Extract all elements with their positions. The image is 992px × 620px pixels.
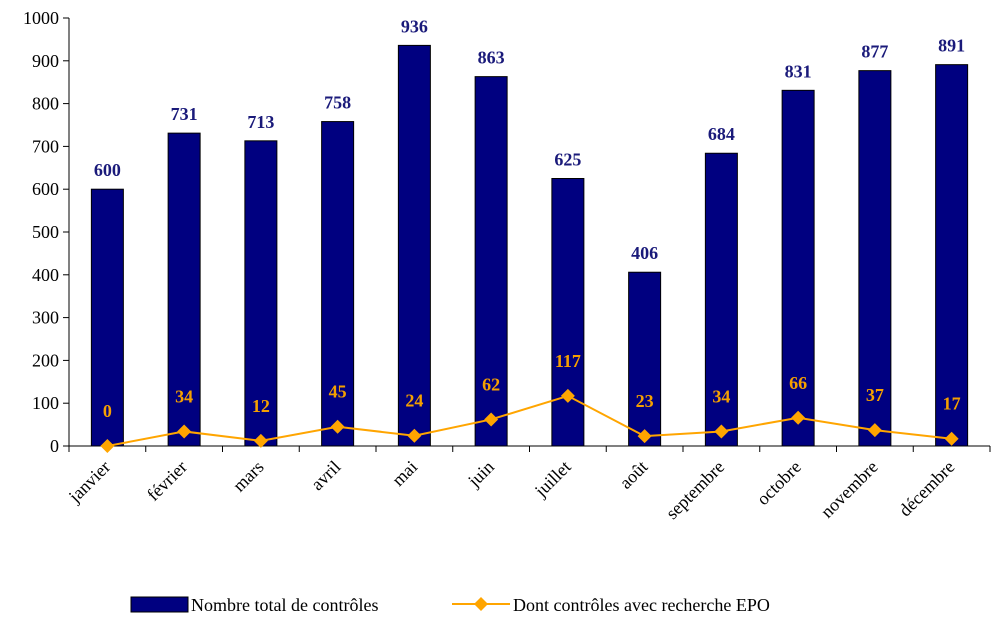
bar	[167, 132, 201, 447]
bars-layer	[90, 44, 969, 447]
epo-data-label: 117	[555, 351, 581, 371]
y-tick-label: 100	[32, 393, 59, 413]
y-tick-label: 1000	[23, 8, 59, 28]
bar	[781, 89, 815, 447]
labels-layer: 600 731 713 758 936 863 625 406 684 831 877 891 0 34 1…	[94, 16, 965, 421]
epo-point	[253, 433, 268, 448]
bar-data-label: 625	[554, 150, 581, 170]
bar	[704, 152, 738, 447]
epo-data-label: 24	[405, 391, 423, 411]
x-tick-label: septembre	[662, 457, 728, 523]
y-tick-label: 0	[50, 436, 59, 456]
legend: Nombre total de contrôles Dont contrôles…	[130, 595, 770, 615]
epo-point	[791, 410, 806, 425]
epo-point	[407, 428, 422, 443]
epo-data-label: 23	[636, 391, 654, 411]
bar-data-label: 713	[247, 112, 274, 132]
y-tick-label: 300	[32, 308, 59, 328]
epo-point	[100, 439, 115, 453]
epo-series-line	[107, 394, 952, 447]
epo-point	[484, 412, 499, 427]
x-tick-label: mars	[229, 457, 268, 496]
epo-data-label: 66	[789, 373, 807, 393]
epo-data-label: 37	[866, 385, 884, 405]
bar	[90, 188, 124, 447]
epo-point	[330, 419, 345, 434]
x-tick-label: avril	[307, 457, 344, 494]
bar-data-label: 863	[478, 48, 505, 68]
x-tick-label: mai	[388, 457, 421, 490]
bar	[551, 178, 585, 447]
legend-marker-epo	[474, 597, 488, 611]
bar	[935, 64, 969, 447]
x-tick-label: août	[615, 457, 651, 493]
line-layer	[100, 388, 959, 453]
y-tick-label: 800	[32, 94, 59, 114]
bar-data-label: 891	[938, 36, 965, 56]
legend-label-epo: Dont contrôles avec recherche EPO	[513, 595, 770, 615]
bar-data-label: 936	[401, 16, 428, 36]
epo-point	[944, 431, 959, 446]
x-tick-label: octobre	[753, 457, 805, 509]
y-tick-label: 200	[32, 350, 59, 370]
x-tick-label: novembre	[817, 457, 882, 522]
bar	[474, 76, 508, 447]
epo-data-label: 62	[482, 374, 500, 394]
epo-point	[560, 388, 575, 403]
bar-data-label: 600	[94, 160, 121, 180]
epo-data-label: 45	[329, 382, 347, 402]
epo-data-label: 0	[103, 401, 112, 421]
epo-point	[714, 424, 729, 439]
epo-data-label: 12	[252, 396, 270, 416]
y-tick-label: 900	[32, 51, 59, 71]
x-tick-label: février	[143, 457, 191, 505]
bar	[321, 121, 355, 447]
y-tick-label: 600	[32, 179, 59, 199]
x-tick-label: juillet	[530, 457, 575, 502]
x-tick-label: décembre	[895, 457, 959, 521]
legend-swatch-bars	[130, 596, 189, 613]
bar-data-label: 684	[708, 124, 735, 144]
bar-data-label: 877	[861, 42, 888, 62]
legend-label-bars: Nombre total de contrôles	[191, 595, 378, 615]
epo-point	[867, 423, 882, 438]
epo-data-label: 34	[175, 386, 193, 406]
y-tick-label: 500	[32, 222, 59, 242]
bar-data-label: 731	[171, 104, 198, 124]
bar	[858, 70, 892, 447]
epo-data-label: 17	[943, 394, 961, 414]
x-tick-label: janvier	[64, 457, 114, 507]
epo-point	[637, 429, 652, 444]
epo-point	[177, 424, 192, 439]
y-tick-label: 400	[32, 265, 59, 285]
epo-data-label: 34	[712, 386, 730, 406]
bar-data-label: 758	[324, 93, 351, 113]
bar-data-label: 406	[631, 243, 658, 263]
bar	[397, 44, 431, 447]
bar	[628, 271, 662, 447]
y-tick-label: 700	[32, 136, 59, 156]
bar-data-label: 831	[785, 61, 812, 81]
x-tick-label: juin	[463, 457, 498, 492]
